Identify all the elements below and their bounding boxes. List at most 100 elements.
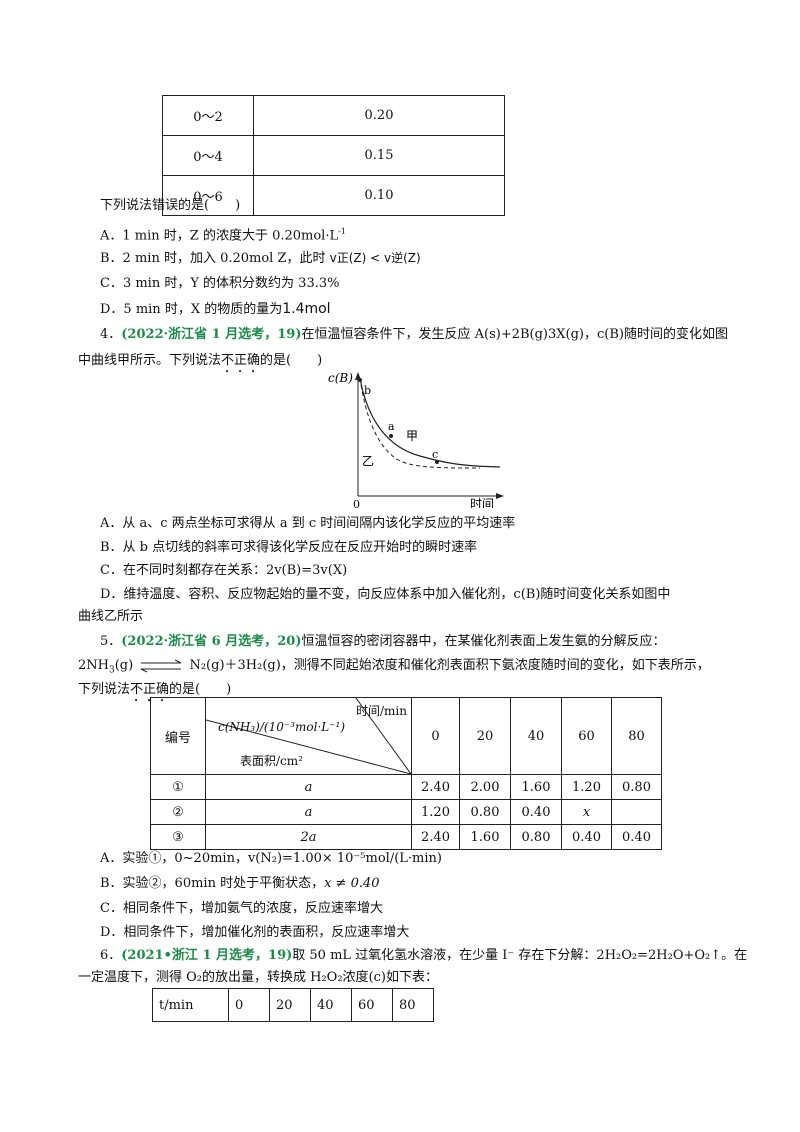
- equilibrium-arrow-icon: [141, 659, 182, 672]
- header-area: 表面积/cm²: [240, 754, 303, 768]
- q3-option-d: D．5 min 时，X 的物质的量为1.4mol: [100, 299, 331, 320]
- row-val: [611, 799, 662, 825]
- row-num: ①: [150, 774, 206, 800]
- q3-option-b: B．2 min 时，加入 0.20mol Z，此时 v正(Z) < v逆(Z): [100, 248, 421, 269]
- q5-option-a: A．实验①，0~20min，v(N₂)=1.00× 10⁻⁵mol/(L·min…: [100, 851, 442, 866]
- header-t20: 20: [459, 697, 511, 775]
- label-b: b: [364, 384, 371, 397]
- row-val: 0.40: [611, 824, 662, 850]
- row-val: 1.20: [561, 774, 612, 800]
- q4-stem-line2: 中曲线甲所示。下列说法不正确的是( ): [78, 351, 322, 376]
- table-cell: 80: [392, 988, 434, 1022]
- q4-stem-line1: 4．(2022·浙江省 1 月选考，19)在恒温恒容条件下，发生反应 A(s)+…: [100, 325, 728, 345]
- header-time: 时间/min: [356, 704, 407, 718]
- q5-text3-emph: 不正确: [130, 682, 170, 697]
- label-jia: 甲: [406, 429, 418, 443]
- y-axis-label: c(B): [328, 371, 353, 385]
- q3-option-b-formula: v正(Z) < v逆(Z): [329, 251, 421, 265]
- q6-stem-line1: 6．(2021•浙江 1 月选考，19)取 50 mL 过氧化氢水溶液，在少量 …: [100, 946, 747, 966]
- table-cell: 40: [310, 988, 352, 1022]
- row-area: a: [205, 774, 412, 800]
- q4-option-d-line1: D．维持温度、容积、反应物起始的量不变，向反应体系中加入催化剂，c(B)随时间变…: [100, 587, 671, 602]
- table-row: 0～2 0.20: [162, 95, 505, 136]
- q5-option-d: D．相同条件下，增加催化剂的表面积，反应速率增大: [100, 925, 410, 940]
- y-axis-arrow: [355, 372, 361, 380]
- row-area: a: [205, 799, 412, 825]
- q3-option-c: C．3 min 时，Y 的体积分数约为 33.3%: [100, 276, 340, 291]
- table-cell: 0.20: [253, 95, 505, 136]
- q4-text2-emph: 不正确: [221, 353, 261, 368]
- row-area: 2a: [205, 824, 412, 850]
- row-val: x: [561, 799, 612, 825]
- header-t60: 60: [561, 697, 612, 775]
- x-axis-arrow: [496, 493, 504, 499]
- q3-option-a: A．1 min 时，Z 的浓度大于 0.20mol·L-1: [100, 222, 346, 246]
- q3-option-d-value: 1.4mol: [282, 301, 331, 317]
- q5-source: (2022·浙江省 6 月选考，20): [121, 634, 302, 649]
- row-val: 0.80: [459, 799, 511, 825]
- row-val: 0.40: [510, 799, 562, 825]
- q6-stem-line2: 一定温度下，测得 O₂的放出量，转换成 H₂O₂浓度(c)如下表：: [78, 970, 438, 985]
- q5-option-b: B．实验②，60min 时处于平衡状态，x ≠ 0.40: [100, 874, 380, 894]
- row-val: 2.40: [411, 774, 460, 800]
- q5-text3-post: 的是( ): [169, 682, 232, 697]
- row-num: ②: [150, 799, 206, 825]
- row-val: 1.60: [510, 774, 562, 800]
- row-val: 1.60: [459, 824, 511, 850]
- q5-text3-pre: 下列说法: [78, 682, 131, 697]
- q5-eq-right: N₂(g)＋3H₂(g)，测得不同起始浓度和催化剂表面积下氨浓度随时间的变化，如…: [189, 658, 710, 673]
- q6-text1: 取 50 mL 过氧化氢水溶液，在少量 I⁻ 存在下分解：2H₂O₂=2H₂O+…: [292, 948, 748, 963]
- q4-text1: 在恒温恒容条件下，发生反应 A(s)+2B(g)3X(g)，c(B)随时间的变化…: [301, 327, 728, 342]
- label-yi: 乙: [362, 454, 374, 468]
- label-c: c: [432, 448, 438, 461]
- q4-option-a: A．从 a、c 两点坐标可求得从 a 到 c 时间间隔内该化学反应的平均速率: [100, 516, 516, 531]
- table-cell: 0: [228, 988, 270, 1022]
- table-cell: 0.10: [253, 175, 505, 216]
- table-row: t/min 0 20 40 60 80: [152, 988, 434, 1022]
- point-c: [435, 460, 439, 464]
- header-conc: c(NH₃)/(10⁻³mol·L⁻¹): [218, 720, 346, 734]
- ammonia-table: 编号 时间/min c(NH₃)/(10⁻³mol·L⁻¹) 表面积/cm² 0…: [150, 697, 662, 850]
- table-row: ① a 2.40 2.00 1.60 1.20 0.80: [150, 774, 662, 800]
- origin-label: 0: [353, 498, 360, 508]
- q6-num: 6．: [100, 948, 122, 963]
- header-t40: 40: [510, 697, 562, 775]
- table-cell: 20: [269, 988, 311, 1022]
- diagonal-lines: [206, 698, 411, 774]
- header-t80: 80: [611, 697, 662, 775]
- concentration-time-graph: c(B) b a c 甲 乙 0 时间: [328, 371, 504, 508]
- row-val: 1.20: [411, 799, 460, 825]
- q3-option-a-text: A．1 min 时，Z 的浓度大于 0.20mol·L: [100, 228, 339, 244]
- rate-table: 0～2 0.20 0～4 0.15 0～6 0.10: [162, 95, 505, 216]
- q5-stem-line1: 5．(2022·浙江省 6 月选考，20)恒温恒容的密闭容器中，在某催化剂表面上…: [100, 632, 666, 652]
- table-cell: 60: [351, 988, 393, 1022]
- q4-text2-post: 的是( ): [260, 353, 323, 368]
- table-cell: 0～4: [162, 135, 254, 176]
- curve-jia: [359, 377, 501, 468]
- table-cell: 0～2: [162, 95, 254, 136]
- point-b: [358, 378, 362, 382]
- row-val: 2.00: [459, 774, 511, 800]
- h2o2-table: t/min 0 20 40 60 80: [152, 988, 434, 1022]
- q3-stem: 下列说法错误的是( ): [100, 198, 241, 213]
- row-val: 2.40: [411, 824, 460, 850]
- q3-option-a-sup: -1: [338, 227, 346, 236]
- q4-text2-pre: 中曲线甲所示。下列说法: [78, 353, 222, 368]
- point-a: [389, 434, 393, 438]
- q3-option-d-text: D．5 min 时，X 的物质的量为: [100, 302, 283, 317]
- header-t0: 0: [411, 697, 460, 775]
- table-row: ③ 2a 2.40 1.60 0.80 0.40 0.40: [150, 824, 662, 850]
- table-header-diagonal: 时间/min c(NH₃)/(10⁻³mol·L⁻¹) 表面积/cm²: [205, 697, 412, 775]
- x-axis-label: 时间: [470, 497, 494, 508]
- row-val: 0.80: [611, 774, 662, 800]
- label-a: a: [388, 420, 395, 433]
- q5-option-b-formula: x ≠ 0.40: [324, 876, 380, 891]
- curve-yi: [359, 377, 481, 469]
- table-header-num: 编号: [150, 697, 206, 775]
- table-cell: t/min: [152, 988, 229, 1022]
- q5-eq-left: 2NH: [78, 658, 109, 673]
- q3-option-b-text: B．2 min 时，加入 0.20mol Z，此时: [100, 251, 330, 266]
- table-header-row: 编号 时间/min c(NH₃)/(10⁻³mol·L⁻¹) 表面积/cm² 0…: [150, 697, 662, 775]
- table-row: 0～6 0.10: [162, 175, 505, 216]
- q6-source: (2021•浙江 1 月选考，19): [121, 948, 293, 963]
